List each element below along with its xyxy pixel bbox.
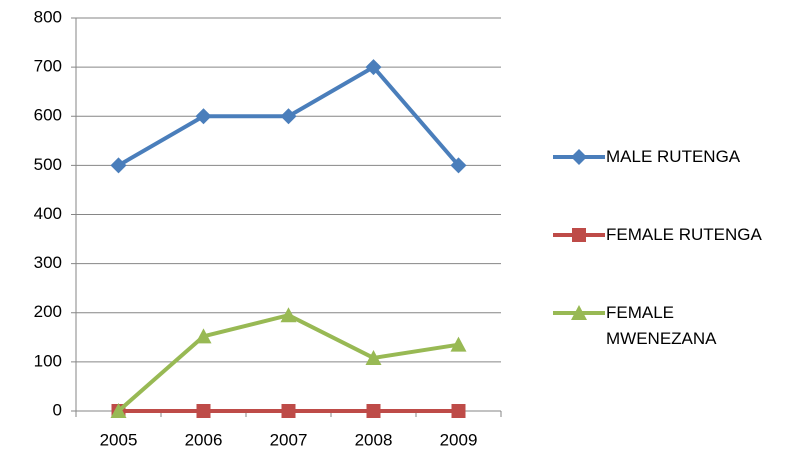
y-tick-label: 600	[34, 106, 62, 125]
data-point	[280, 108, 297, 125]
data-point	[365, 349, 382, 365]
x-tick-label: 2007	[270, 430, 308, 449]
data-point	[195, 328, 212, 344]
series-line	[117, 313, 459, 413]
legend-marker	[571, 149, 587, 165]
data-point	[366, 404, 381, 418]
data-point	[110, 403, 127, 418]
data-point	[196, 404, 211, 418]
x-tick-label: 2005	[100, 430, 138, 449]
data-point	[280, 307, 297, 323]
y-tick-label: 300	[34, 253, 62, 272]
y-tick-label: 100	[34, 351, 62, 370]
legend-label: FEMALE MWENEZANA	[606, 303, 717, 348]
data-point	[450, 336, 467, 352]
x-tick-label: 2009	[440, 430, 478, 449]
x-tick-label: 2008	[355, 430, 393, 449]
y-tick-label: 800	[34, 7, 62, 26]
legend-label: FEMALE RUTENGA	[606, 225, 762, 244]
data-point	[281, 404, 296, 418]
x-tick-label: 2006	[185, 430, 223, 449]
data-point	[450, 157, 467, 174]
data-point	[451, 404, 466, 418]
data-point	[195, 108, 212, 125]
data-point	[365, 59, 382, 76]
y-tick-label: 700	[34, 57, 62, 76]
y-tick-label: 200	[34, 302, 62, 321]
legend-label: MALE RUTENGA	[606, 147, 741, 166]
data-point	[110, 157, 127, 174]
y-tick-label: 500	[34, 155, 62, 174]
legend-marker	[571, 305, 587, 320]
legend-marker	[572, 228, 586, 242]
y-tick-label: 400	[34, 204, 62, 223]
y-tick-label: 0	[53, 400, 62, 419]
